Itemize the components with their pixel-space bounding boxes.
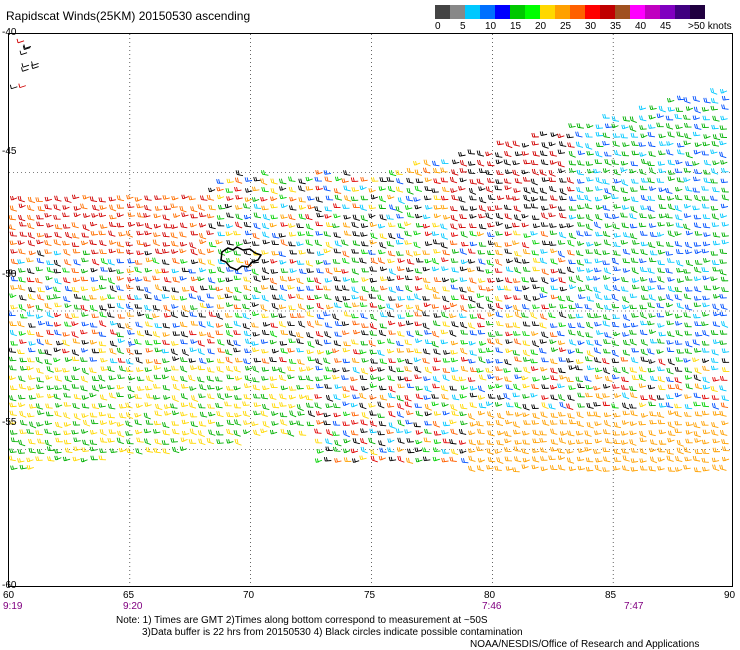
colorbar-swatch [630, 5, 645, 19]
colorbar-swatch [435, 5, 450, 19]
lon-label-65: 65 [123, 590, 135, 601]
credit-line: NOAA/NESDIS/Office of Research and Appli… [470, 639, 700, 650]
colorbar-tick-label: 20 [535, 21, 547, 32]
colorbar-swatch [660, 5, 675, 19]
colorbar-swatch [645, 5, 660, 19]
wind-barbs [9, 38, 730, 473]
colorbar-swatch [675, 5, 690, 19]
note-line-1: Note: 1) Times are GMT 2)Times along bot… [116, 615, 488, 626]
time-label-4: 7:47 [624, 601, 644, 612]
time-label-3: 7:46 [482, 601, 502, 612]
colorbar-tick-label: 25 [560, 21, 572, 32]
wind-barb-layer [9, 34, 732, 586]
wind-speed-colorbar: 0 5 10 15 20 25 30 35 40 45 >50 knots [435, 5, 740, 35]
colorbar-swatch [510, 5, 525, 19]
colorbar-tick-label: 10 [485, 21, 497, 32]
island-outline [220, 246, 263, 271]
lon-label-75: 75 [364, 590, 376, 601]
colorbar-tick-label: 0 [435, 21, 441, 32]
time-label-2: 9:20 [123, 601, 143, 612]
note-line-2: 3)Data buffer is 22 hrs from 20150530 4)… [142, 627, 523, 638]
wind-map-plot [8, 33, 733, 587]
lon-label-80: 80 [484, 590, 496, 601]
lat-label-50: -50 [2, 269, 17, 280]
lon-label-60: 60 [3, 590, 15, 601]
lon-label-85: 85 [605, 590, 617, 601]
colorbar-tick-label: 30 [585, 21, 597, 32]
colorbar-tick-label: 35 [610, 21, 622, 32]
colorbar-swatch [615, 5, 630, 19]
colorbar-tick-label: 40 [635, 21, 647, 32]
colorbar-swatch [465, 5, 480, 19]
colorbar-swatch [495, 5, 510, 19]
lon-label-70: 70 [243, 590, 255, 601]
colorbar-swatch [540, 5, 555, 19]
colorbar-swatch [690, 5, 705, 19]
colorbar-swatch [525, 5, 540, 19]
colorbar-swatch [600, 5, 615, 19]
colorbar-swatch [480, 5, 495, 19]
map-title: Rapidscat Winds(25KM) 20150530 ascending [6, 9, 251, 23]
lat-label-60: -60 [2, 580, 17, 591]
lat-label-55: -55 [2, 417, 17, 428]
lat-label-40: -40 [2, 27, 17, 38]
colorbar-swatch [555, 5, 570, 19]
time-label-1: 9:19 [3, 601, 23, 612]
lat-label-45: -45 [2, 146, 17, 157]
colorbar-tick-label: 15 [510, 21, 522, 32]
colorbar-swatch [585, 5, 600, 19]
colorbar-swatch [570, 5, 585, 19]
colorbar-tick-label: 5 [460, 21, 466, 32]
colorbar-unit-label: >50 knots [688, 21, 732, 32]
colorbar-swatches [435, 5, 705, 19]
lon-label-90: 90 [724, 590, 736, 601]
colorbar-swatch [450, 5, 465, 19]
colorbar-tick-label: 45 [660, 21, 672, 32]
